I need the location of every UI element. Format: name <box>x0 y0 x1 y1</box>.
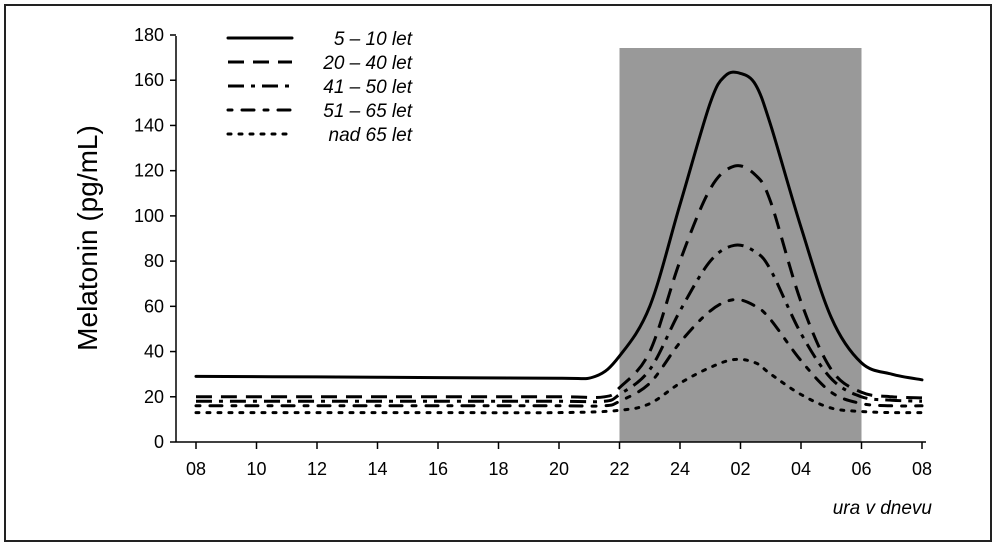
x-tick-label: 02 <box>730 459 750 479</box>
legend-label-2: 20 – 40 let <box>322 53 412 74</box>
x-tick-label: 16 <box>428 459 448 479</box>
y-tick-label: 60 <box>144 296 164 316</box>
x-tick-label: 12 <box>307 459 327 479</box>
legend-label-5: nad 65 let <box>329 125 413 146</box>
x-tick-label: 24 <box>670 459 690 479</box>
series-line-1 <box>194 70 924 382</box>
x-tick-label: 18 <box>488 459 508 479</box>
x-tick-label: 14 <box>367 459 387 479</box>
y-tick-label: 20 <box>144 387 164 407</box>
y-tick-label: 180 <box>134 25 164 45</box>
legend-label-1: 5 – 10 let <box>334 29 413 50</box>
series-line-3 <box>195 243 923 404</box>
legend-label-3: 41 – 50 let <box>323 77 412 98</box>
y-axis-title: Melatonin (pg/mL) <box>72 125 103 351</box>
x-tick-label: 04 <box>791 459 811 479</box>
x-tick-label: 08 <box>912 459 932 479</box>
y-tick-label: 0 <box>154 432 164 452</box>
x-axis-title: ura v dnevu <box>833 498 933 519</box>
y-tick-label: 120 <box>134 161 164 181</box>
x-tick-label: 08 <box>186 459 206 479</box>
series-line-2 <box>196 164 923 400</box>
x-tick-label: 22 <box>609 459 629 479</box>
series-layer <box>194 70 924 415</box>
series-line-5 <box>194 357 924 415</box>
legend-label-4: 51 – 65 let <box>323 101 412 122</box>
y-tick-label: 100 <box>134 206 164 226</box>
series-line-4 <box>194 298 924 408</box>
y-tick-label: 40 <box>144 342 164 362</box>
x-tick-label: 10 <box>246 459 266 479</box>
legend-layer: 5 – 10 let 20 – 40 let 41 – 50 let 51 – 65 … <box>226 29 413 146</box>
x-tick-label: 06 <box>851 459 871 479</box>
y-tick-label: 140 <box>134 115 164 135</box>
y-tick-label: 160 <box>134 70 164 90</box>
x-tick-label: 20 <box>549 459 569 479</box>
chart-frame <box>4 4 992 542</box>
y-tick-label: 80 <box>144 251 164 271</box>
